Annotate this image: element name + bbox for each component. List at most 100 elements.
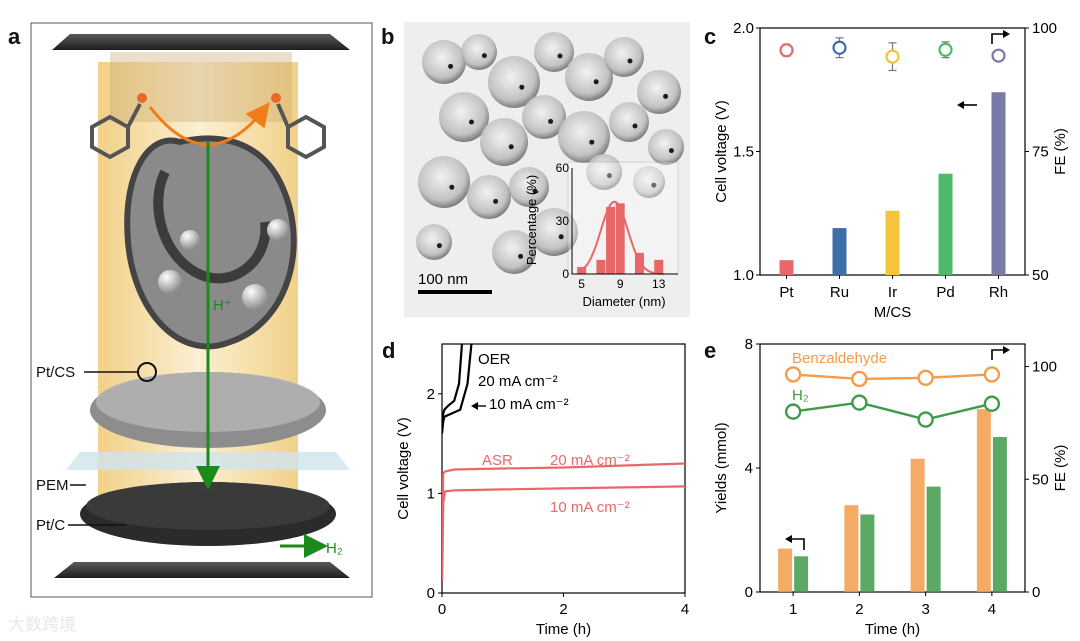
carbon-sphere bbox=[461, 34, 497, 70]
y-tick-label: 0 bbox=[745, 584, 753, 601]
hollow-shell bbox=[153, 169, 271, 284]
pt-particle-dot bbox=[548, 118, 554, 124]
y-tick-label: 0 bbox=[427, 585, 435, 602]
oer-annotation: OER bbox=[478, 351, 511, 368]
voltage-curve bbox=[442, 344, 473, 434]
yield-bar bbox=[860, 514, 875, 592]
y-axis-label: Cell voltage (V) bbox=[713, 100, 730, 203]
histogram-bar bbox=[596, 259, 606, 274]
yield-bar bbox=[844, 505, 859, 592]
pt-particle-dot bbox=[558, 234, 564, 240]
voltage-curve bbox=[442, 344, 464, 422]
y-tick-label: 8 bbox=[745, 338, 753, 353]
pt-cs-label: Pt/CS bbox=[36, 364, 75, 381]
chart-e-yields-fe: 1 2 3 4 0 4 8 0 50 100 Yields (mmol) FE (%) Time (h)… bbox=[713, 338, 1069, 638]
x-tick-label: 2 bbox=[559, 601, 567, 618]
pt-particle-dot bbox=[589, 139, 595, 145]
pt-particle-dot bbox=[448, 63, 454, 69]
yield-bar bbox=[926, 486, 941, 592]
y-tick-label: 4 bbox=[745, 460, 753, 477]
yield-bar bbox=[910, 458, 925, 592]
x-axis-label: Time (h) bbox=[865, 621, 920, 638]
chart-d-cell-voltage-time: 0 2 4 0 1 2 Cell voltage (V) Time (h) OER 20 mA c… bbox=[395, 343, 689, 638]
yield-bar bbox=[976, 409, 991, 592]
arrow-head bbox=[785, 535, 792, 543]
yield-bar bbox=[992, 437, 1007, 592]
y2-axis-label: FE (%) bbox=[1052, 445, 1069, 492]
panel-letter-a: a bbox=[8, 24, 21, 49]
y-tick-label: 2 bbox=[427, 386, 435, 403]
y2-axis-label: FE (%) bbox=[1052, 128, 1069, 175]
inset-ytick-label: 0 bbox=[562, 267, 569, 281]
fe-axis-indicator-arrow bbox=[991, 33, 1005, 44]
carbon-sphere bbox=[480, 118, 528, 166]
voltage-bar bbox=[779, 260, 794, 275]
panel-letter-e: e bbox=[704, 338, 717, 363]
histogram-bar bbox=[654, 259, 664, 274]
panel-letter-b: b bbox=[381, 24, 395, 49]
carbon-sphere bbox=[534, 32, 574, 72]
x-tick-label: 4 bbox=[681, 601, 689, 618]
pt-particle-dot bbox=[668, 148, 674, 154]
fe-point bbox=[885, 49, 900, 64]
tem-image: 0 30 60 5 9 13 100 nm Percentage (%) Diameter… bbox=[404, 22, 690, 317]
y-tick-label: 1.0 bbox=[733, 267, 754, 284]
inset-xtick-label: 13 bbox=[652, 277, 666, 291]
fe-point bbox=[832, 40, 847, 55]
asr-annotation: ASR bbox=[482, 452, 513, 469]
pt-particle-dot bbox=[449, 184, 455, 190]
electrolyzer-schematic: H⁺ Pt/CS PEM Pt/C H₂ bbox=[30, 22, 373, 598]
carbon-sphere bbox=[609, 102, 649, 142]
carbon-sphere bbox=[522, 95, 566, 139]
carbon-sphere bbox=[558, 111, 610, 163]
pt-particle-dot bbox=[651, 182, 657, 188]
chart-c-cell-voltage-fe: Pt Ru Ir Pd Rh 1.0 1.5 2.0 50 75 100 Cell voltage (… bbox=[713, 20, 1069, 321]
carbon-sphere bbox=[509, 167, 549, 207]
voltage-bar bbox=[938, 173, 953, 275]
x-tick-label: Ir bbox=[888, 284, 897, 301]
inset-xtick-label: 9 bbox=[617, 277, 624, 291]
fe-point bbox=[851, 394, 868, 411]
y2-tick-label: 75 bbox=[1032, 144, 1049, 161]
carbon-sphere bbox=[633, 166, 665, 198]
inset-ytick-label: 30 bbox=[556, 214, 570, 228]
voltage-bar bbox=[832, 228, 847, 275]
pt-particle-dot bbox=[493, 198, 499, 204]
carbon-sphere bbox=[565, 53, 613, 101]
pem-label: PEM bbox=[36, 477, 69, 494]
particle-size-histogram: 0 30 60 5 9 13 bbox=[556, 161, 678, 291]
y2-tick-label: 50 bbox=[1032, 471, 1049, 488]
pt-particle-dot bbox=[519, 84, 525, 90]
inset-ytick-label: 60 bbox=[556, 161, 570, 175]
pt-particle-dot bbox=[469, 119, 474, 125]
histogram-bar bbox=[606, 206, 616, 274]
carbon-sphere bbox=[418, 156, 470, 208]
panel-letter-d: d bbox=[382, 338, 396, 363]
fe-line bbox=[792, 401, 993, 421]
carbon-sphere bbox=[416, 224, 452, 260]
scale-bar-label: 100 nm bbox=[418, 271, 468, 288]
x-tick-label: Pt bbox=[779, 284, 794, 301]
top-end-plate bbox=[52, 34, 350, 50]
arrow-head bbox=[471, 402, 478, 410]
arrow-head bbox=[1003, 346, 1010, 354]
carbon-sphere bbox=[422, 40, 466, 84]
x-axis-label: M/CS bbox=[874, 304, 912, 321]
pt-particle-dot bbox=[557, 53, 563, 59]
fe-axis-indicator-arrow bbox=[991, 349, 1005, 360]
oer-10ma-annotation: 10 mA cm⁻² bbox=[489, 396, 569, 413]
fe-point bbox=[917, 369, 934, 387]
carbon-sphere-cluster bbox=[416, 32, 684, 274]
carbon-sphere bbox=[488, 56, 540, 108]
yield-bar bbox=[794, 556, 809, 592]
fe-line bbox=[793, 373, 992, 381]
pt-nanoparticle bbox=[158, 270, 182, 294]
watermark: 大数跨境 bbox=[8, 615, 76, 634]
pt-particle-dot bbox=[606, 173, 612, 179]
asr-10ma-annotation: 10 mA cm⁻² bbox=[550, 499, 630, 516]
pt-particle-dot bbox=[532, 188, 538, 194]
x-axis-label: Time (h) bbox=[536, 621, 591, 638]
arrow-head bbox=[1003, 30, 1010, 38]
benzyl-alcohol-molecule bbox=[90, 103, 142, 160]
voltage-curve bbox=[442, 462, 685, 539]
